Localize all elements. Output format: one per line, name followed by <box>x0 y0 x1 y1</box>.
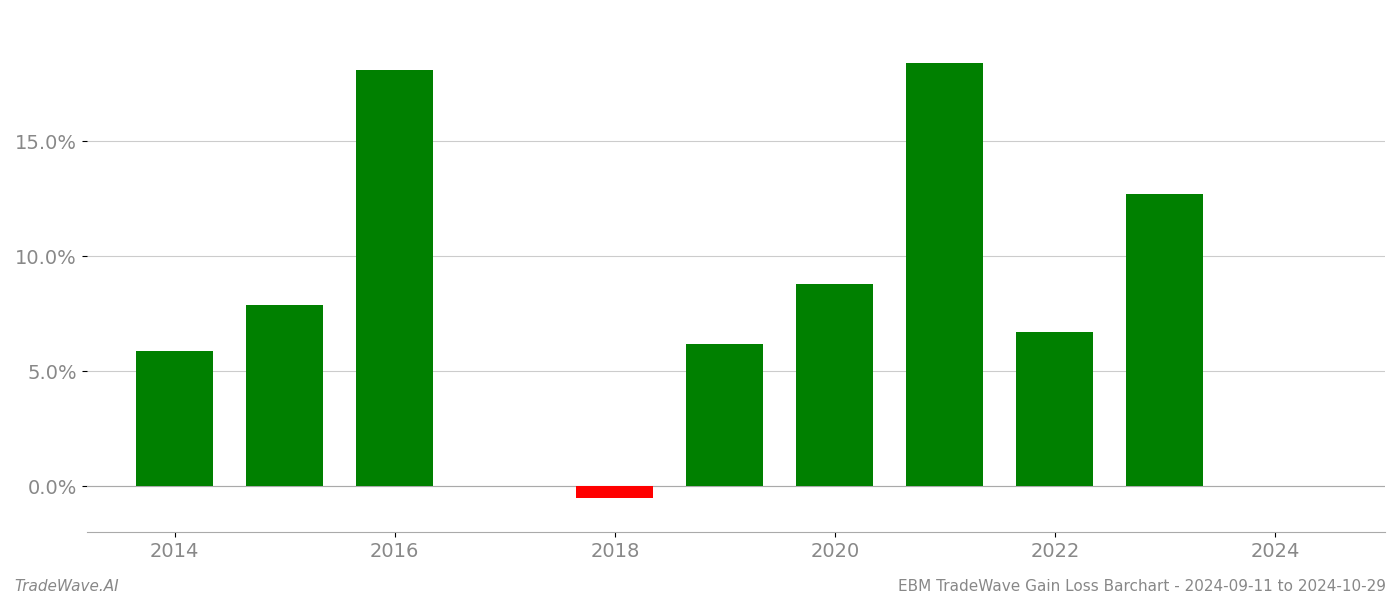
Bar <box>686 344 763 486</box>
Bar <box>246 305 323 486</box>
Bar <box>356 70 433 486</box>
Text: EBM TradeWave Gain Loss Barchart - 2024-09-11 to 2024-10-29: EBM TradeWave Gain Loss Barchart - 2024-… <box>897 579 1386 594</box>
Bar <box>577 486 654 498</box>
Bar <box>797 284 874 486</box>
Bar <box>136 350 213 486</box>
Text: TradeWave.AI: TradeWave.AI <box>14 579 119 594</box>
Bar <box>1016 332 1093 486</box>
Bar <box>1127 194 1204 486</box>
Bar <box>906 63 983 486</box>
